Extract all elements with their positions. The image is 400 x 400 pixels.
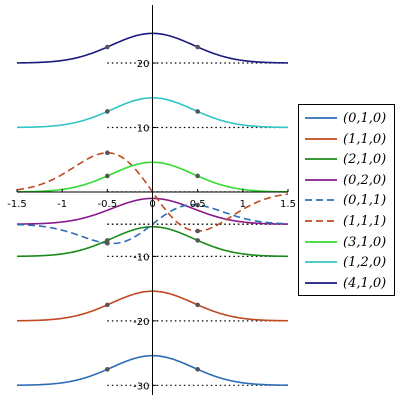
legend-swatch bbox=[305, 199, 337, 202]
series-marker-0-1 bbox=[195, 367, 200, 372]
x-tick-label-3: 0 bbox=[149, 199, 155, 210]
legend-item: (1,1,0) bbox=[299, 130, 396, 150]
y-tick-label-0: 20 bbox=[137, 59, 150, 70]
series-marker-6-0 bbox=[105, 173, 110, 179]
legend-swatch bbox=[305, 117, 337, 119]
x-tick-label-6: 1.5 bbox=[280, 199, 296, 210]
legend-item: (1,2,0) bbox=[299, 253, 396, 273]
series-marker-2-1 bbox=[195, 238, 200, 243]
x-tick-label-1: -1 bbox=[57, 199, 67, 210]
series-marker-6-1 bbox=[195, 173, 200, 179]
legend-swatch bbox=[305, 178, 337, 181]
series-marker-1-0 bbox=[105, 302, 110, 308]
x-tick-label-4: 0.5 bbox=[190, 199, 206, 210]
legend-item: (4,1,0) bbox=[299, 274, 396, 294]
y-tick-label-1: 10 bbox=[137, 123, 150, 134]
series-marker-5-1 bbox=[195, 228, 200, 234]
legend-item: (0,1,0) bbox=[299, 109, 396, 129]
series-marker-8-1 bbox=[195, 44, 200, 50]
y-tick-label-4: -30 bbox=[133, 381, 149, 392]
legend-label: (1,1,1) bbox=[343, 214, 387, 229]
legend-swatch bbox=[305, 137, 337, 140]
legend-item: (0,2,0) bbox=[299, 171, 396, 191]
legend-label: (4,1,0) bbox=[343, 275, 387, 291]
legend-label: (0,1,1) bbox=[343, 193, 387, 209]
legend-swatch bbox=[305, 261, 337, 264]
legend-swatch bbox=[305, 158, 337, 161]
series-marker-1-1 bbox=[195, 302, 200, 308]
legend-item: (2,1,0) bbox=[299, 150, 396, 170]
legend-item: (3,1,0) bbox=[299, 233, 396, 253]
legend-label: (3,1,0) bbox=[343, 234, 387, 250]
legend-swatch bbox=[305, 220, 337, 222]
legend-label: (0,2,0) bbox=[343, 172, 387, 188]
legend-item: (1,1,1) bbox=[299, 212, 396, 232]
series-marker-7-1 bbox=[195, 109, 200, 114]
series-marker-7-0 bbox=[105, 109, 110, 114]
legend-label: (0,1,0) bbox=[343, 111, 387, 126]
legend: (0,1,0) (1,1,0) (2,1,0) (0,2,0) (0,1,1) (1,1,… bbox=[298, 104, 395, 296]
series-markers bbox=[105, 44, 200, 372]
series-marker-4-1 bbox=[195, 202, 200, 208]
axes: -1.5 -1 -0.5 0 0.5 1 1.5 20 10 -10 -20 -30 bbox=[7, 5, 296, 395]
x-tick-label-5: 1 bbox=[240, 199, 246, 210]
series-marker-8-0 bbox=[105, 44, 110, 50]
series-marker-0-0 bbox=[105, 367, 110, 372]
series-marker-4-0 bbox=[105, 240, 110, 246]
y-tick-label-2: -10 bbox=[133, 252, 149, 263]
x-tick-label-2: -0.5 bbox=[98, 199, 118, 210]
legend-swatch bbox=[305, 281, 337, 284]
legend-swatch bbox=[305, 240, 337, 243]
series-marker-5-0 bbox=[105, 150, 110, 156]
legend-label: (2,1,0) bbox=[343, 152, 387, 168]
y-tick-label-3: -20 bbox=[133, 317, 149, 328]
legend-label: (1,1,0) bbox=[343, 131, 387, 147]
legend-label: (1,2,0) bbox=[343, 255, 387, 271]
x-tick-label-0: -1.5 bbox=[7, 199, 27, 210]
legend-item: (0,1,1) bbox=[299, 191, 396, 211]
